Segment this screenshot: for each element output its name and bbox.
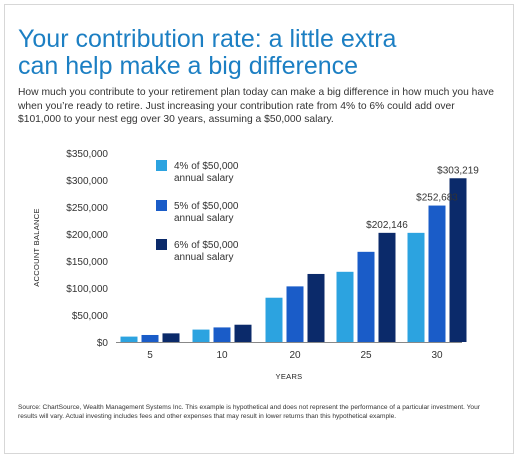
x-tick-label: 20	[289, 350, 301, 361]
data-label: $303,219	[437, 165, 479, 176]
data-label: $202,146	[366, 220, 408, 231]
y-tick-label: $100,000	[66, 284, 108, 295]
legend-swatch	[156, 160, 167, 171]
x-tick-label: 5	[147, 350, 153, 361]
bar	[265, 297, 283, 342]
legend-label: annual salary	[174, 213, 233, 224]
bar	[234, 324, 252, 342]
legend-label: 6% of $50,000	[174, 240, 239, 251]
source-footnote: Source: ChartSource, Wealth Management S…	[18, 404, 480, 420]
y-axis-title: ACCOUNT BALANCE	[32, 208, 41, 287]
page-title: Your contribution rate: a little extra c…	[18, 26, 488, 80]
legend-label: 4% of $50,000	[174, 161, 239, 172]
bar	[286, 286, 304, 342]
title-line-2: can help make a big difference	[18, 52, 359, 80]
bar	[449, 178, 467, 342]
y-tick-label: $50,000	[72, 311, 109, 322]
y-tick-label: $250,000	[66, 203, 108, 214]
legend-label: 5% of $50,000	[174, 201, 239, 212]
bar	[357, 251, 375, 342]
y-tick-label: $150,000	[66, 257, 108, 268]
x-axis-title: YEARS	[276, 372, 303, 381]
bar	[336, 271, 354, 342]
bar	[407, 232, 425, 342]
bar	[378, 232, 396, 342]
bar	[307, 273, 325, 342]
bar	[192, 329, 210, 342]
bar	[120, 336, 138, 342]
legend-swatch	[156, 239, 167, 250]
legend-label: annual salary	[174, 173, 233, 184]
bar	[162, 333, 180, 342]
legend-swatch	[156, 200, 167, 211]
title-line-1: Your contribution rate: a little extra	[18, 25, 397, 53]
bar	[428, 205, 446, 342]
x-tick-label: 30	[431, 350, 443, 361]
legend-label: annual salary	[174, 252, 233, 263]
y-tick-label: $200,000	[66, 230, 108, 241]
x-tick-label: 25	[360, 350, 372, 361]
y-tick-label: $0	[97, 338, 109, 349]
bar	[213, 327, 231, 342]
x-tick-label: 10	[216, 350, 228, 361]
data-label: $252,683	[416, 193, 458, 204]
y-tick-label: $300,000	[66, 176, 108, 187]
intro-paragraph: How much you contribute to your retireme…	[18, 87, 495, 125]
bar	[141, 334, 159, 342]
y-tick-label: $350,000	[66, 149, 108, 160]
